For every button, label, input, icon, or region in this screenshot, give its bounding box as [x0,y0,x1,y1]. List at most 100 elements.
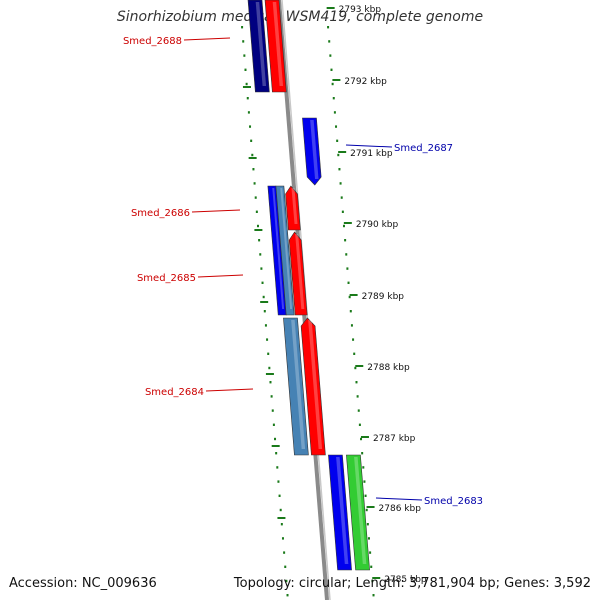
track-tick [258,239,261,242]
track-tick [345,253,348,256]
track-tick [284,565,287,568]
track-tick [271,409,274,412]
track-tick [346,267,349,270]
scale-label: 2787 kbp [373,434,416,444]
gene-label: Smed_2683 [424,496,483,507]
track-tick [283,551,286,554]
track-tick [332,97,335,100]
track-tick [366,523,369,526]
track-tick [337,153,340,157]
track-tick [254,196,257,199]
track-tick [249,125,252,128]
gene-smed-2685-steel [275,185,295,316]
track-tick [246,97,249,100]
gene-smed-2688-cds-sheen [272,2,284,86]
gene-smed-2684-sheen [291,320,306,449]
track-tick [333,111,336,114]
gene-smed-2688 [247,0,270,93]
scale-label: 2791 kbp [350,149,393,159]
gene-label-leader [375,497,423,501]
track-tick [356,395,359,398]
gene-label: Smed_2687 [394,143,453,154]
scale-label: 2790 kbp [356,220,399,230]
track-tick [264,324,267,327]
scale-label: 2786 kbp [379,504,422,514]
track-tick [354,366,357,370]
track-tick [339,182,342,185]
track-tick [331,82,334,86]
gene-label: Smed_2684 [145,387,204,398]
track-tick [329,54,332,57]
track-tick [342,224,345,228]
track-tick [260,267,263,270]
gene-smed-2683-cds-sheen [354,457,367,564]
track-tick [335,125,338,128]
scale-label: 2788 kbp [367,363,410,373]
track-tick [279,508,282,512]
track-tick [267,352,270,355]
track-tick [363,480,366,483]
track-tick [250,139,253,142]
track-tick [256,224,259,228]
gene-label: Smed_2688 [123,36,182,47]
track-tick [372,594,375,597]
track-tick [350,324,353,327]
track-tick [281,537,284,540]
track-tick [336,139,339,142]
gene-label: Smed_2685 [137,273,196,284]
track-tick [349,310,352,313]
gene-label-leader [205,388,254,392]
track-tick [286,594,289,597]
track-tick [340,196,343,199]
track-tick [274,437,277,441]
track-tick [358,423,361,426]
track-tick [365,508,368,512]
track-tick [261,281,264,284]
track-tick [255,210,258,213]
gene-smed-2683-sheen [336,457,349,564]
gene-smed-2687-sheen [310,120,319,179]
gene-smed-2685-cds [288,231,308,316]
track-tick [243,54,246,57]
track-tick [367,537,370,540]
track-tick [247,111,250,114]
track-tick [263,310,266,313]
track-tick [364,494,367,497]
track-tick [344,239,347,242]
track-tick [259,253,262,256]
track-tick [253,182,256,185]
track-tick [360,437,363,441]
track-tick [251,153,254,157]
accession-label: Accession: NC_009636 [9,576,157,591]
gene-smed-2686-sheen [291,188,298,224]
track-tick [330,68,333,71]
track-tick [278,494,281,497]
track-tick [348,295,351,299]
track-tick [370,565,373,568]
track-tick [272,423,275,426]
scale-label: 2785 kbp [384,575,427,585]
gene-label: Smed_2686 [131,208,190,219]
track-tick [280,523,283,526]
gene-label-leader [191,209,241,213]
inner-tick-track [241,26,289,597]
outer-tick-track [327,26,375,597]
track-tick [270,395,273,398]
track-tick [277,480,280,483]
track-tick [241,26,244,29]
gene-smed-2688-cds [264,0,287,93]
track-tick [341,210,344,213]
track-tick [276,466,279,469]
track-tick [338,168,341,171]
track-tick [357,409,360,412]
gene-label-leader [345,144,393,148]
track-tick [352,338,355,341]
gene-smed-2685-steel-sheen [280,188,293,309]
track-tick [361,452,364,455]
gene-smed-2683-cds [346,454,370,571]
gene-label-leader [197,274,244,278]
track-tick [242,40,245,43]
track-tick [269,381,272,384]
